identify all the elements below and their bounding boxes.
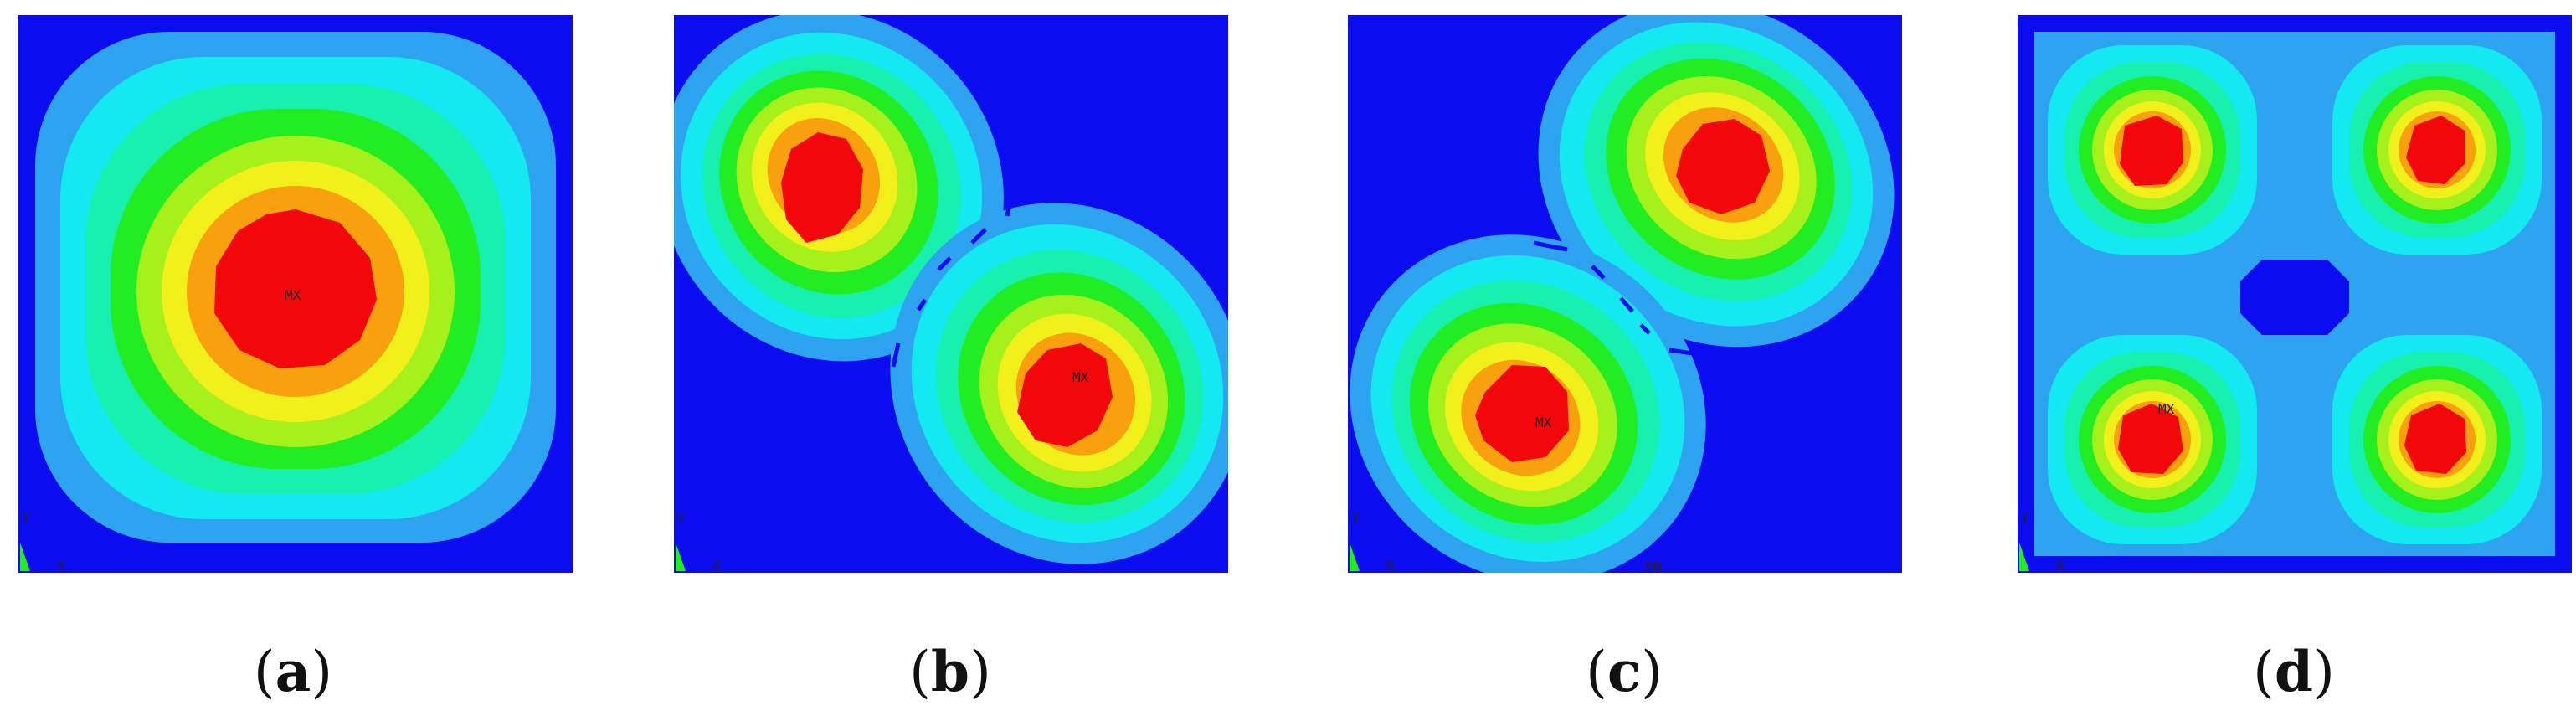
peak-top-right [2332, 45, 2542, 255]
caption-letter: d [2274, 639, 2314, 704]
caption-text: (c) [1586, 640, 1663, 704]
contour-svg-c: MX MN Y X [1348, 15, 1902, 573]
caption-paren-close: ) [969, 640, 991, 704]
caption-text: (b) [909, 640, 991, 704]
axis-triad-icon [20, 543, 30, 571]
caption-letter: b [930, 639, 970, 704]
max-region [214, 209, 377, 368]
caption-paren-close: ) [311, 640, 333, 704]
lobe-upper-left [674, 15, 1004, 362]
caption-paren-open: ( [253, 640, 275, 704]
caption-b: (b) [825, 641, 1076, 703]
axis-triad-icon [1350, 543, 1360, 571]
max-region [2118, 404, 2183, 474]
caption-paren-open: ( [2253, 640, 2275, 704]
max-region [2120, 116, 2183, 186]
edge-min-region [2018, 266, 2034, 325]
max-label: MX [285, 287, 301, 303]
edge-min-region [2555, 266, 2572, 325]
max-region [2406, 116, 2465, 184]
peak-bottom-left [2048, 335, 2257, 544]
caption-letter: a [275, 639, 311, 704]
contour-svg-d: MX Y X [2018, 15, 2572, 573]
peak-bottom-right [2332, 335, 2542, 544]
max-region [1676, 119, 1770, 214]
max-region [781, 132, 863, 243]
caption-paren-close: ) [1641, 640, 1663, 704]
max-region [1475, 365, 1569, 462]
edge-min-region [2265, 15, 2324, 32]
caption-paren-open: ( [909, 640, 931, 704]
axis-triad-icon [676, 543, 686, 571]
axis-label-x: X [712, 557, 721, 573]
axis-label-y: Y [1351, 510, 1360, 526]
contour-plot-c: MX MN Y X [1348, 15, 1902, 573]
max-label: MX [1072, 369, 1089, 385]
axis-label-x: X [2056, 557, 2064, 573]
contour-plot-d: MX Y X [2018, 15, 2572, 573]
axis-triad-icon [2019, 543, 2029, 571]
caption-d: (d) [2168, 641, 2419, 703]
axis-label-x: X [1386, 557, 1395, 573]
axis-label-y: Y [22, 510, 30, 526]
peak-top-left [2048, 45, 2257, 255]
nodal-line [1533, 240, 1694, 356]
contour-plot-a: MX Y X [18, 15, 573, 573]
edge-min-region [2265, 556, 2324, 573]
caption-letter: c [1607, 639, 1642, 704]
caption-text: (d) [2253, 640, 2335, 704]
caption-text: (a) [254, 640, 332, 704]
contour-svg-a: MX Y X [18, 15, 573, 573]
max-label: MX [2158, 401, 2175, 417]
center-min-region [2240, 260, 2349, 335]
min-label: MN [1646, 559, 1662, 573]
max-region [2404, 404, 2466, 474]
caption-c: (c) [1499, 641, 1750, 703]
contour-plot-b: MX Y X [674, 15, 1228, 573]
axis-label-y: Y [2021, 510, 2029, 526]
nodal-line [891, 190, 1015, 368]
max-label: MX [1535, 415, 1552, 430]
axis-label-x: X [57, 557, 65, 573]
contour-svg-b: MX Y X [674, 15, 1228, 573]
caption-a: (a) [167, 641, 419, 703]
max-region [1017, 343, 1113, 447]
caption-paren-close: ) [2313, 640, 2335, 704]
caption-paren-open: ( [1586, 640, 1607, 704]
axis-label-y: Y [677, 510, 686, 526]
